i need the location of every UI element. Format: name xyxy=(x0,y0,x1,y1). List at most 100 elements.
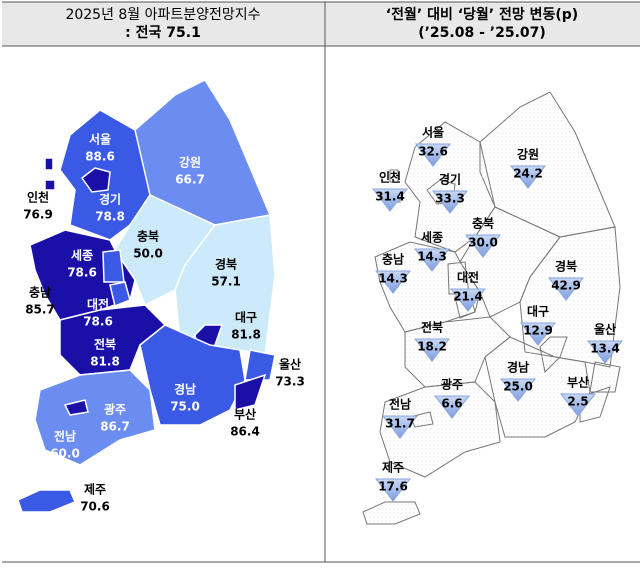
change-value: 32.6 xyxy=(418,145,448,159)
region-name: 충남 xyxy=(29,285,51,300)
region-value: 85.7 xyxy=(25,303,55,317)
region-value: 57.1 xyxy=(211,275,241,289)
down-triangle xyxy=(547,277,585,301)
region-value: 50.0 xyxy=(133,247,163,261)
right-subtitle: (’25.08 - ’25.07) xyxy=(418,25,546,41)
region-name: 서울 xyxy=(422,125,444,140)
change-value: 42.9 xyxy=(551,279,581,293)
down-triangle xyxy=(464,234,502,258)
region-name: 광주 xyxy=(441,377,463,392)
down-triangle xyxy=(414,143,452,167)
region-name: 강원 xyxy=(517,148,539,162)
change-value: 14.3 xyxy=(417,250,447,264)
region-value: 78.8 xyxy=(95,210,125,224)
region-name: 인천 xyxy=(379,170,401,185)
change-value: 33.3 xyxy=(435,192,465,206)
region-outline xyxy=(389,169,399,183)
region-shape xyxy=(44,179,56,191)
down-triangle xyxy=(371,188,409,212)
region-name: 대전 xyxy=(87,297,109,312)
down-triangle xyxy=(499,378,537,402)
region-shape xyxy=(234,373,267,411)
region-name: 대전 xyxy=(457,270,479,285)
down-triangle xyxy=(413,338,451,362)
region-value: 73.3 xyxy=(275,375,305,389)
change-value: 12.9 xyxy=(523,324,553,338)
down-triangle xyxy=(433,395,471,419)
down-triangle xyxy=(509,165,547,189)
region-name: 전북 xyxy=(94,337,116,352)
change-value: 13.4 xyxy=(590,342,620,356)
region-shape xyxy=(102,249,125,283)
region-value: 81.8 xyxy=(231,328,261,342)
change-value: 14.3 xyxy=(378,272,408,286)
region-name: 제주 xyxy=(382,461,404,475)
region-name: 경남 xyxy=(174,382,196,397)
region-outline xyxy=(589,361,621,393)
change-value: 21.4 xyxy=(453,290,483,304)
region-shape xyxy=(44,157,54,171)
region-name: 강원 xyxy=(179,156,201,170)
region-name: 충북 xyxy=(472,216,494,231)
change-value: 30.0 xyxy=(468,236,498,250)
region-shape xyxy=(63,399,89,416)
region-name: 경남 xyxy=(507,360,529,375)
region-outline xyxy=(379,381,501,478)
region-name: 전남 xyxy=(389,397,411,412)
region-name: 경기 xyxy=(439,172,461,187)
region-name: 대구 xyxy=(235,311,257,325)
region-shape xyxy=(244,349,276,381)
region-name: 인천 xyxy=(27,190,49,205)
region-name: 세종 xyxy=(421,230,443,245)
change-value: 25.0 xyxy=(503,380,533,394)
region-value: 78.6 xyxy=(83,315,113,329)
region-shape xyxy=(80,167,111,193)
region-shape xyxy=(34,369,156,466)
region-name: 부산 xyxy=(234,407,256,422)
region-value: 76.9 xyxy=(23,208,53,222)
region-shape xyxy=(17,489,76,513)
change-value: 31.7 xyxy=(385,417,415,431)
down-triangle xyxy=(449,288,487,312)
region-name: 세종 xyxy=(71,248,93,263)
region-value: 75.0 xyxy=(170,400,200,414)
down-triangle xyxy=(374,478,412,502)
region-shape xyxy=(109,281,131,308)
region-name: 충남 xyxy=(382,252,404,267)
region-value: 60.0 xyxy=(50,447,80,461)
region-name: 전북 xyxy=(421,320,443,335)
region-name: 울산 xyxy=(279,357,301,372)
region-name: 전남 xyxy=(54,429,76,444)
region-name: 제주 xyxy=(84,483,106,497)
region-outline xyxy=(362,501,421,525)
change-value: 24.2 xyxy=(513,167,543,181)
region-name: 대구 xyxy=(527,305,549,319)
change-value: 6.6 xyxy=(441,397,462,411)
down-triangle xyxy=(519,322,557,346)
down-triangle xyxy=(413,248,451,272)
region-name: 경기 xyxy=(99,192,121,207)
change-value: 18.2 xyxy=(417,340,447,354)
region-name: 울산 xyxy=(594,322,616,337)
region-value: 66.7 xyxy=(175,173,205,187)
region-value: 70.6 xyxy=(80,500,110,514)
region-value: 86.7 xyxy=(100,420,130,434)
region-name: 경북 xyxy=(555,260,577,274)
region-name: 광주 xyxy=(104,402,126,417)
region-name: 부산 xyxy=(567,375,589,390)
change-value: 2.5 xyxy=(567,395,588,409)
region-name: 충북 xyxy=(137,229,159,244)
down-triangle xyxy=(431,190,469,214)
header-bg xyxy=(2,2,640,46)
region-value: 88.6 xyxy=(85,150,115,164)
region-value: 86.4 xyxy=(230,425,260,439)
region-name: 경북 xyxy=(215,258,237,272)
down-triangle xyxy=(586,340,624,364)
left-title: 2025년 8월 아파트분양전망지수 xyxy=(65,7,260,23)
region-value: 78.6 xyxy=(67,266,97,280)
down-triangle xyxy=(559,393,597,417)
change-value: 17.6 xyxy=(378,480,408,494)
change-value: 31.4 xyxy=(375,190,405,204)
region-value: 81.8 xyxy=(90,355,120,369)
